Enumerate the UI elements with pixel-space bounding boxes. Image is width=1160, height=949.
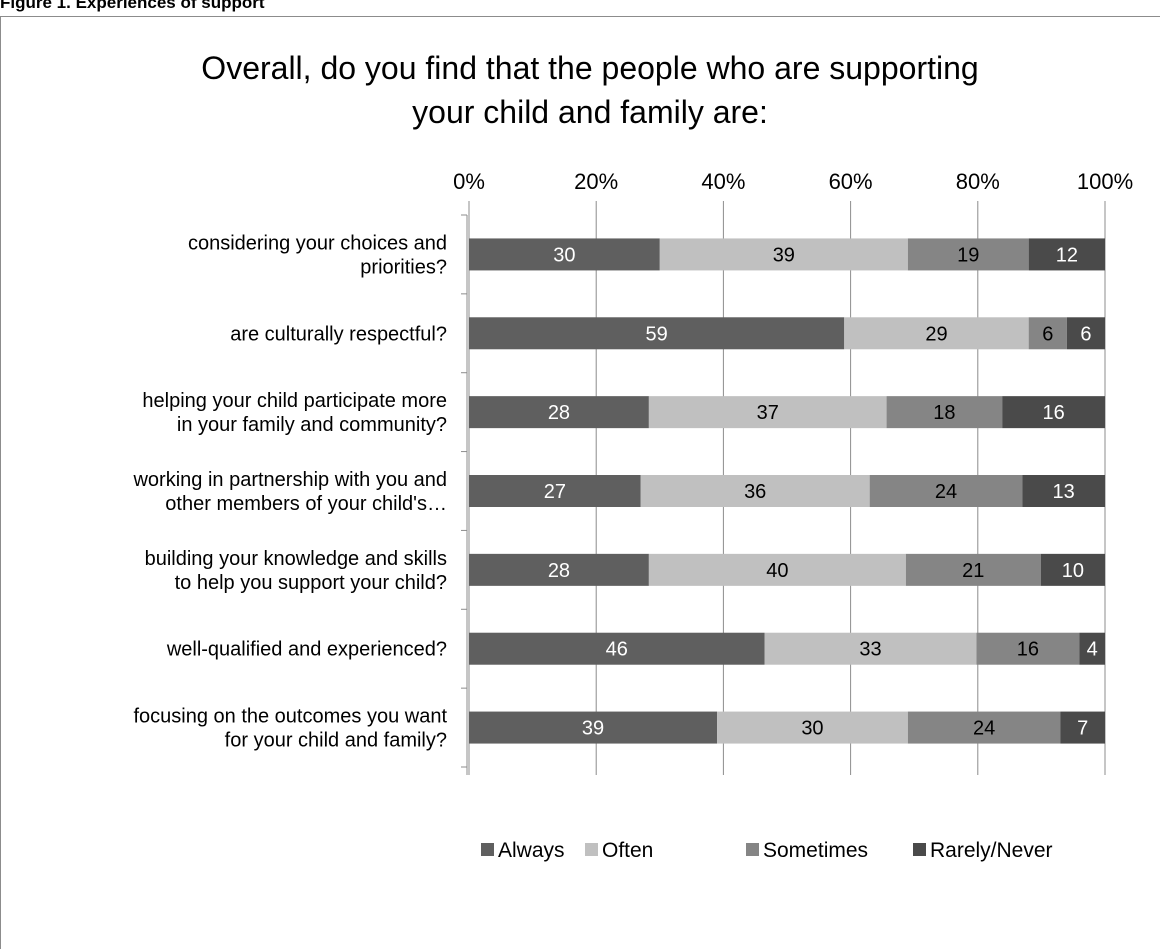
bar-segment-always [469, 553, 649, 586]
bars: 30 39 19 12 59 29 6 6 28 37 18 16 27 36 24 13 28 40 21 10 46… [469, 238, 1105, 744]
value-axis-tick-label: 20% [574, 169, 618, 194]
category-label: to help you support your child? [175, 572, 447, 594]
bar-segment-always [469, 711, 718, 744]
data-label: 29 [925, 323, 947, 345]
legend-swatch [481, 843, 494, 856]
data-label: 59 [645, 323, 667, 345]
legend-label: Often [602, 839, 653, 862]
chart-title: Overall, do you find that the people who… [201, 50, 978, 130]
category-label: other members of your child's… [165, 493, 447, 515]
category-label: building your knowledge and skills [145, 548, 447, 570]
bar-segment-often [648, 396, 887, 429]
bar-segment-rarely-never [1066, 317, 1105, 350]
bar-segment-often [764, 632, 977, 665]
category-label: priorities? [360, 256, 447, 278]
bar-segment-often [659, 238, 908, 271]
data-label: 39 [773, 244, 795, 266]
bar-segment-often [844, 317, 1029, 350]
data-label: 18 [933, 402, 955, 424]
category-label: well-qualified and experienced? [166, 639, 447, 661]
data-label: 19 [957, 244, 979, 266]
chart-frame: Overall, do you find that the people who… [0, 16, 1160, 949]
bar-segment-rarely-never [1002, 396, 1105, 429]
bar-segment-always [469, 238, 660, 271]
figure-caption-strip: Figure 1. Experiences of support [0, 0, 1160, 16]
data-label: 16 [1042, 402, 1064, 424]
value-axis-tick-label: 0% [453, 169, 485, 194]
bar-segment-rarely-never [1079, 632, 1105, 665]
data-label: 4 [1087, 639, 1098, 661]
data-label: 46 [606, 639, 628, 661]
stacked-bar-chart: Overall, do you find that the people who… [132, 50, 1133, 862]
legend-swatch [746, 843, 759, 856]
bar-segment-always [469, 317, 845, 350]
value-axis-tick-label: 80% [956, 169, 1000, 194]
legend-label: Always [498, 839, 565, 862]
bar-segment-often [648, 553, 906, 586]
legend-label: Sometimes [763, 839, 868, 862]
value-axis-tick-label: 100% [1077, 169, 1133, 194]
data-label: 13 [1053, 481, 1075, 503]
bar-segment-sometimes [976, 632, 1080, 665]
data-label: 6 [1080, 323, 1091, 345]
legend-swatch [913, 843, 926, 856]
bar-segment-often [640, 475, 870, 507]
chart-title-line: Overall, do you find that the people who… [201, 50, 978, 86]
value-axis: 0% 20% 40% 60% 80% 100% [453, 169, 1133, 207]
data-label: 24 [973, 718, 995, 740]
data-label: 33 [859, 639, 881, 661]
bar-segment-always [469, 475, 641, 507]
data-label: 7 [1077, 718, 1088, 740]
bar-segment-rarely-never [1060, 711, 1105, 744]
category-label: for your child and family? [225, 730, 447, 752]
bar-segment-rarely-never [1040, 553, 1105, 586]
bar-segment-often [717, 711, 908, 744]
bar-segment-sometimes [1028, 317, 1067, 350]
data-label: 6 [1042, 323, 1053, 345]
bar-segment-sometimes [907, 711, 1061, 744]
figure-caption: Figure 1. Experiences of support [0, 0, 265, 12]
category-label: in your family and community? [177, 414, 447, 436]
bar-segment-sometimes [886, 396, 1003, 429]
legend-swatch [585, 843, 598, 856]
data-label: 12 [1056, 244, 1078, 266]
data-label: 27 [544, 481, 566, 503]
value-axis-tick-label: 40% [701, 169, 745, 194]
bar-segment-sometimes [907, 238, 1029, 271]
bar-segment-sometimes [905, 553, 1041, 586]
bar-segment-rarely-never [1028, 238, 1105, 271]
bar-segment-rarely-never [1022, 475, 1105, 507]
legend-label: Rarely/Never [930, 839, 1053, 862]
legend: Always Often Sometimes Rarely/Never [481, 839, 1053, 862]
bar-segment-always [469, 632, 765, 665]
bar-segment-always [469, 396, 649, 429]
data-label: 40 [766, 560, 788, 582]
category-label: are culturally respectful? [230, 323, 447, 345]
data-label: 10 [1062, 560, 1084, 582]
category-label: considering your choices and [188, 232, 447, 254]
data-label: 36 [744, 481, 766, 503]
data-label: 21 [962, 560, 984, 582]
data-label: 16 [1017, 639, 1039, 661]
bar-segment-sometimes [869, 475, 1023, 507]
category-label: working in partnership with you and [132, 469, 447, 491]
data-label: 30 [553, 244, 575, 266]
data-label: 37 [757, 402, 779, 424]
data-label: 24 [935, 481, 957, 503]
chart-title-line: your child and family are: [412, 94, 768, 130]
value-axis-tick-label: 60% [829, 169, 873, 194]
data-label: 28 [548, 402, 570, 424]
category-label: helping your child participate more [142, 390, 447, 412]
data-label: 30 [801, 718, 823, 740]
data-label: 28 [548, 560, 570, 582]
category-label: focusing on the outcomes you want [133, 706, 447, 728]
data-label: 39 [582, 718, 604, 740]
